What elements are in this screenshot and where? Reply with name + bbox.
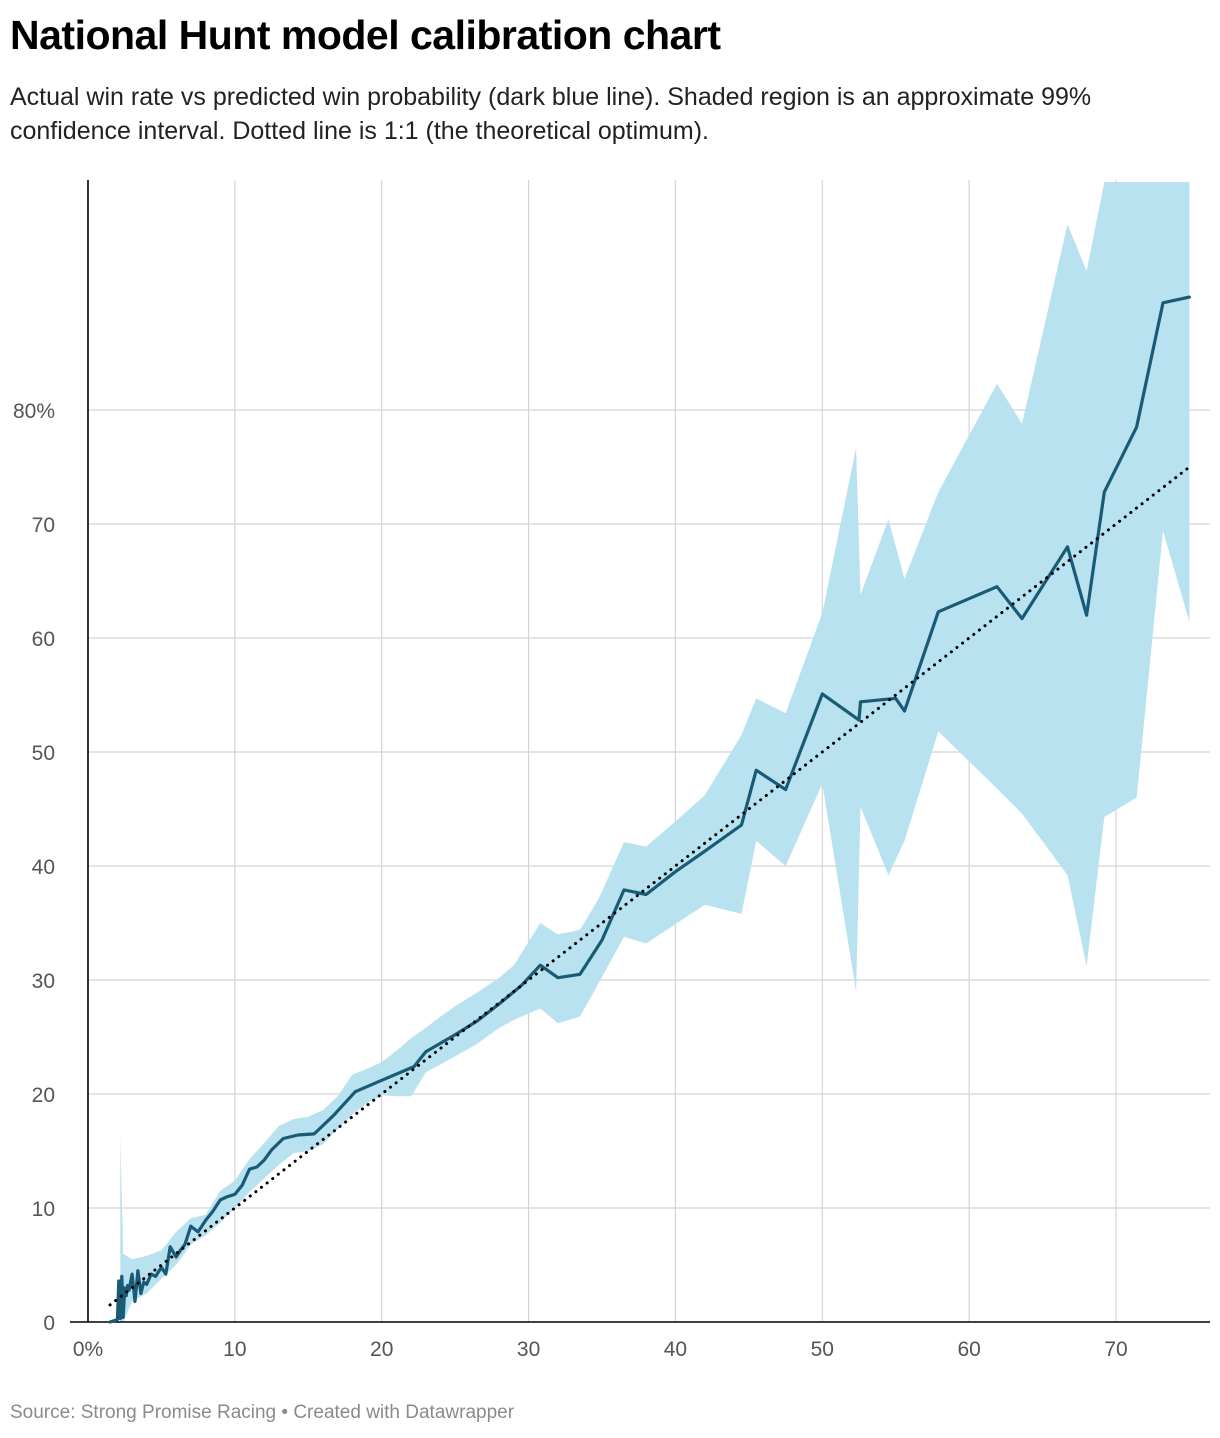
x-tick-label: 10 [223,1338,246,1361]
chart-title: National Hunt model calibration chart [10,12,721,58]
x-tick-label: 70 [1104,1338,1127,1361]
x-tick-label: 40 [664,1338,687,1361]
y-tick-label: 0 [43,1312,55,1335]
x-tick-label: 50 [811,1338,834,1361]
x-tick-label: 20 [370,1338,393,1361]
y-tick-label: 70 [32,514,55,537]
chart-subtitle: Actual win rate vs predicted win probabi… [10,83,1092,145]
calibration-chart: 0% 10 20 30 40 50 60 70 0 10 20 30 40 50 60 70 80% [13,180,1210,1361]
source-credit: Source: Strong Promise Racing • Created … [10,1402,515,1423]
x-tick-labels: 0% 10 20 30 40 50 60 70 [73,1338,1128,1361]
x-tick-label: 60 [957,1338,980,1361]
one-to-one-dotted-line [108,465,1191,1307]
y-tick-labels: 0 10 20 30 40 50 60 70 80% [13,400,55,1335]
y-tick-label: 60 [32,628,55,651]
x-tick-label: 30 [517,1338,540,1361]
x-tick-label: 0% [73,1338,103,1361]
actual-win-rate-line [108,295,1192,1324]
y-tick-label: 20 [32,1084,55,1107]
y-tick-label: 80% [13,400,55,423]
y-tick-label: 30 [32,970,55,993]
y-tick-label: 10 [32,1198,55,1221]
y-tick-label: 50 [32,742,55,765]
y-tick-label: 40 [32,856,55,879]
confidence-interval-band [120,182,1190,1322]
